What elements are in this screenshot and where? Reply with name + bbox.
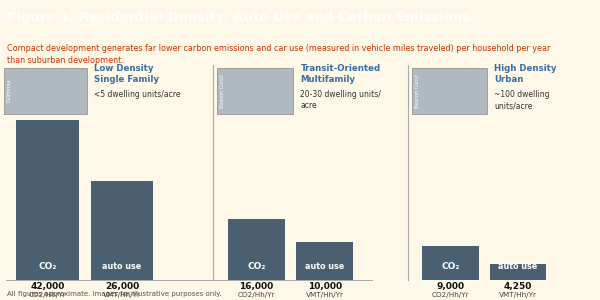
FancyBboxPatch shape [16,121,79,280]
FancyBboxPatch shape [296,242,353,280]
Text: CO2/Hh/Yr: CO2/Hh/Yr [29,292,66,298]
Text: CO₂: CO₂ [38,262,56,271]
Text: auto use: auto use [103,262,142,271]
FancyBboxPatch shape [422,246,479,280]
Text: <5 dwelling units/acre: <5 dwelling units/acre [94,90,181,99]
Text: Compact development generates far lower carbon emissions and car use (measured i: Compact development generates far lower … [7,44,551,65]
Text: All figures approximate. Images for illustrative purposes only.: All figures approximate. Images for illu… [7,291,222,297]
Text: VMT/Hh/Yr: VMT/Hh/Yr [103,292,141,298]
Text: CO₂: CO₂ [247,262,266,271]
FancyBboxPatch shape [227,219,285,280]
Text: 10,000: 10,000 [308,282,342,291]
Text: CO2/Hh/Yr: CO2/Hh/Yr [432,292,470,298]
Text: CO₂: CO₂ [442,262,460,271]
Text: High Density
Urban: High Density Urban [494,64,557,84]
Text: 16,000: 16,000 [239,282,274,291]
Text: 26,000: 26,000 [105,282,139,291]
Text: auto use: auto use [305,262,344,271]
Text: Figure 1. Residential Density, Auto Use and Carbon Emissions: Figure 1. Residential Density, Auto Use … [7,11,470,25]
Text: auto use: auto use [498,262,538,271]
FancyBboxPatch shape [4,68,87,114]
Text: Beacon Const: Beacon Const [220,74,224,108]
Text: VMT/Hh/Yr: VMT/Hh/Yr [305,292,344,298]
Text: ~100 dwelling
units/acre: ~100 dwelling units/acre [494,90,550,110]
Text: 42,000: 42,000 [30,282,65,291]
FancyBboxPatch shape [91,181,154,280]
FancyBboxPatch shape [412,68,487,114]
FancyBboxPatch shape [490,264,546,280]
Text: Beacon Const: Beacon Const [415,74,419,108]
Text: California: California [7,79,11,103]
Text: CO2/Hh/Yr: CO2/Hh/Yr [238,292,275,298]
Text: 9,000: 9,000 [437,282,465,291]
Text: VMT/Hh/Yr: VMT/Hh/Yr [499,292,537,298]
FancyBboxPatch shape [217,68,293,114]
Text: 4,250: 4,250 [504,282,532,291]
Text: 20-30 dwelling units/
acre: 20-30 dwelling units/ acre [301,90,382,110]
Text: Transit-Oriented
Multifamily: Transit-Oriented Multifamily [301,64,380,84]
Text: Low Density
Single Family: Low Density Single Family [94,64,160,84]
